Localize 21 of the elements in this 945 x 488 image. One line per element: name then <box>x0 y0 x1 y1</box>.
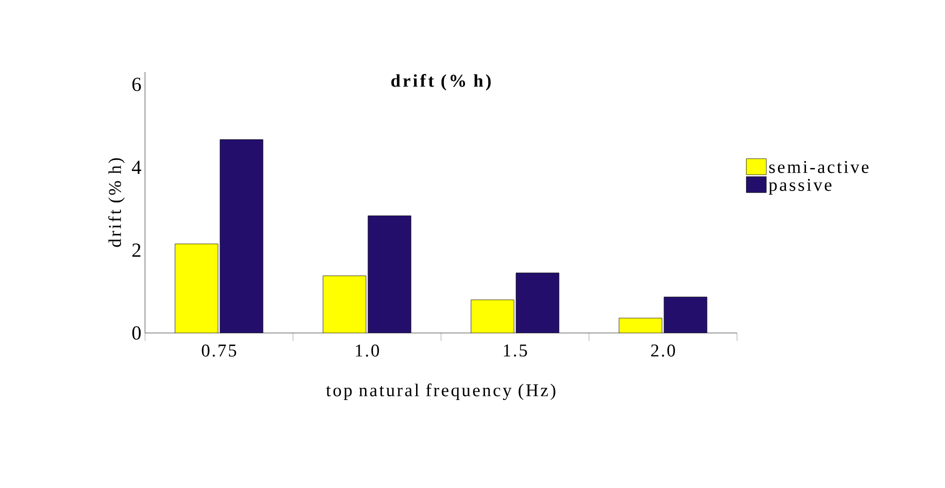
bar <box>516 272 560 333</box>
legend-label: semi-active <box>769 161 868 174</box>
bar <box>664 296 708 333</box>
bar <box>220 140 264 333</box>
x-tick-label: 1.0 <box>356 344 379 357</box>
y-tick-label: 6 <box>132 78 141 92</box>
bar <box>368 216 412 333</box>
bar <box>618 318 662 333</box>
bar <box>471 300 514 333</box>
x-axis-title: top natural frequency (Hz) <box>326 384 556 400</box>
chart-title: drift (% h) <box>391 74 491 90</box>
y-tick-label: 2 <box>132 244 140 257</box>
y-tick-label: 0 <box>132 326 141 340</box>
x-tick-label: 2.0 <box>651 344 675 357</box>
x-tick-label: 0.75 <box>202 344 236 357</box>
y-axis-title: drift (% h) <box>108 158 125 247</box>
legend-label: passive <box>768 178 832 195</box>
bar <box>323 276 366 333</box>
x-tick-label: 1.5 <box>504 344 527 357</box>
bar <box>175 244 218 333</box>
y-tick-label: 4 <box>132 160 142 174</box>
